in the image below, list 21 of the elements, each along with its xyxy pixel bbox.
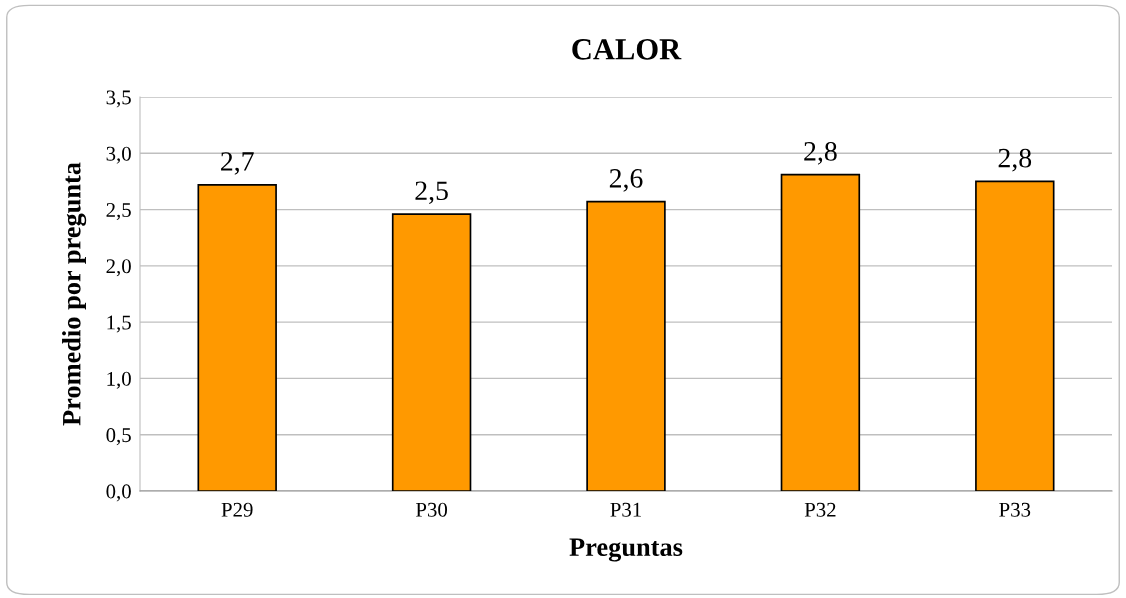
data-label: 2,6 (609, 169, 643, 192)
y-tick-label: 2,0 (106, 259, 131, 277)
data-label: 2,8 (804, 141, 837, 165)
chart-title: CALOR (572, 39, 682, 60)
data-label: 2,5 (415, 181, 448, 205)
x-tick-label: P30 (415, 502, 448, 517)
x-tick-label: P29 (221, 502, 253, 517)
y-tick-label: 0,5 (106, 428, 131, 446)
y-tick-label: 3,0 (106, 146, 131, 164)
data-label: 2,7 (221, 152, 254, 175)
y-tick-label: 1,5 (107, 315, 131, 333)
y-tick-label: 2,5 (106, 203, 131, 220)
x-tick-label: P33 (999, 502, 1031, 517)
data-label: 2,8 (998, 148, 1032, 172)
y-tick-label: 3,5 (106, 90, 131, 108)
y-tick-label: 0,0 (106, 484, 131, 502)
x-axis-title: Preguntas (569, 538, 683, 562)
y-tick-label: 1,0 (107, 371, 131, 389)
y-axis-title: Promedio por pregunta (62, 162, 87, 426)
x-tick-label: P32 (804, 502, 836, 517)
x-tick-label: P31 (610, 502, 641, 517)
